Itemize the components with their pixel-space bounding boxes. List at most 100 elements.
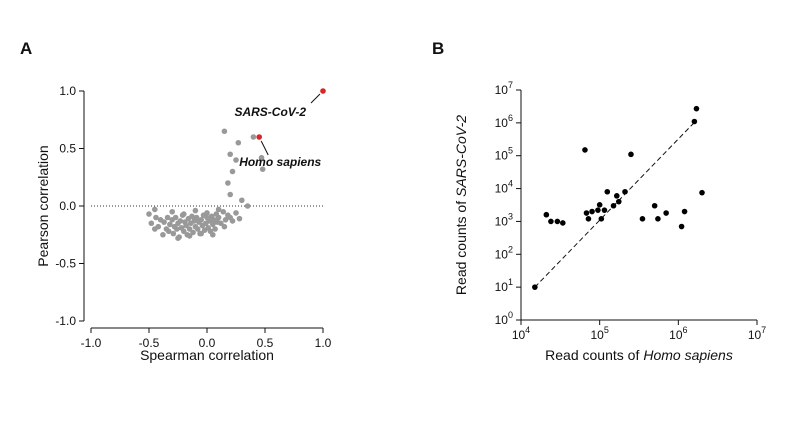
point (239, 197, 245, 204)
x-tick-label: -0.5 (139, 336, 160, 350)
point (206, 218, 213, 224)
y-label: Pearson correlation (35, 145, 51, 266)
point (164, 214, 171, 221)
point (192, 207, 199, 214)
point (181, 211, 187, 217)
point (678, 223, 685, 230)
point (160, 231, 166, 238)
point (174, 226, 180, 232)
y-tick-label: 0.5 (59, 142, 76, 156)
x-tick-label: 0.0 (199, 336, 216, 350)
annotation: SARS-CoV-2 (234, 105, 306, 119)
y-tick-label: 100 (495, 310, 513, 327)
point (250, 134, 257, 140)
point (221, 223, 228, 230)
label-text: Read counts of (453, 201, 469, 295)
x-tick-label: 104 (512, 325, 530, 342)
x-label: Spearman correlation (140, 347, 274, 363)
point (165, 228, 172, 235)
point (595, 207, 601, 213)
point (622, 188, 628, 195)
y-tick-label: 1.0 (59, 84, 76, 98)
leader-line (310, 93, 321, 104)
point (183, 222, 189, 229)
point (227, 191, 233, 198)
point (583, 210, 590, 216)
label-italic: Homo sapiens (643, 347, 733, 363)
point (227, 151, 233, 158)
point (152, 206, 158, 213)
point (222, 217, 229, 223)
x-label: Read counts of Homo sapiens (545, 347, 733, 363)
point (320, 88, 326, 94)
point (186, 233, 193, 239)
point (639, 216, 646, 222)
point (236, 215, 243, 222)
y-tick-label: -0.5 (55, 257, 76, 271)
point (244, 203, 251, 209)
point (177, 218, 184, 224)
point (153, 214, 159, 221)
point (548, 218, 554, 225)
y-tick-label: 106 (495, 113, 513, 130)
point (167, 221, 173, 228)
y-label: Read counts of SARS-CoV-2 (453, 115, 469, 295)
point (146, 211, 152, 217)
point (681, 208, 688, 215)
point (663, 210, 669, 216)
point (628, 151, 634, 158)
point (543, 211, 550, 218)
x-tick-label: 1.0 (315, 336, 332, 350)
y-tick-label: 102 (495, 244, 513, 261)
point (554, 218, 561, 225)
point (189, 213, 195, 220)
point (220, 208, 227, 215)
x-tick-label: 105 (590, 325, 608, 342)
point (155, 223, 162, 230)
point (532, 284, 538, 290)
y-tick-label: 101 (495, 277, 513, 294)
point (235, 139, 242, 146)
point (186, 226, 193, 232)
y-tick-label: -1.0 (55, 314, 76, 328)
point (218, 220, 224, 227)
y-tick-label: 105 (495, 146, 513, 163)
point (198, 217, 204, 223)
point (198, 230, 204, 237)
point (233, 210, 239, 216)
point (256, 134, 263, 140)
panel-label: B (432, 39, 444, 58)
point (204, 210, 210, 216)
y-tick-label: 103 (495, 211, 513, 228)
point (190, 229, 196, 236)
label-italic: SARS-CoV-2 (453, 115, 469, 197)
point (212, 226, 218, 232)
point (175, 235, 181, 241)
point (233, 157, 239, 163)
x-tick-label: 107 (748, 325, 766, 342)
x-tick-label: -1.0 (81, 336, 102, 350)
panel-label: A (20, 39, 32, 58)
point (655, 216, 661, 222)
point (229, 168, 236, 175)
point (582, 147, 588, 153)
x-tick-label: 106 (669, 325, 687, 342)
x-tick-label: 0.5 (257, 336, 274, 350)
point (691, 118, 698, 125)
point (229, 218, 236, 224)
point (210, 231, 216, 238)
point (169, 208, 175, 215)
point (215, 214, 222, 221)
point (596, 202, 603, 208)
point (193, 214, 200, 221)
point (651, 202, 658, 209)
point (172, 214, 179, 221)
point (598, 216, 605, 222)
annotation: Homo sapiens (239, 155, 321, 169)
point (148, 220, 155, 227)
point (181, 228, 187, 235)
point (210, 221, 216, 228)
point (604, 188, 611, 195)
